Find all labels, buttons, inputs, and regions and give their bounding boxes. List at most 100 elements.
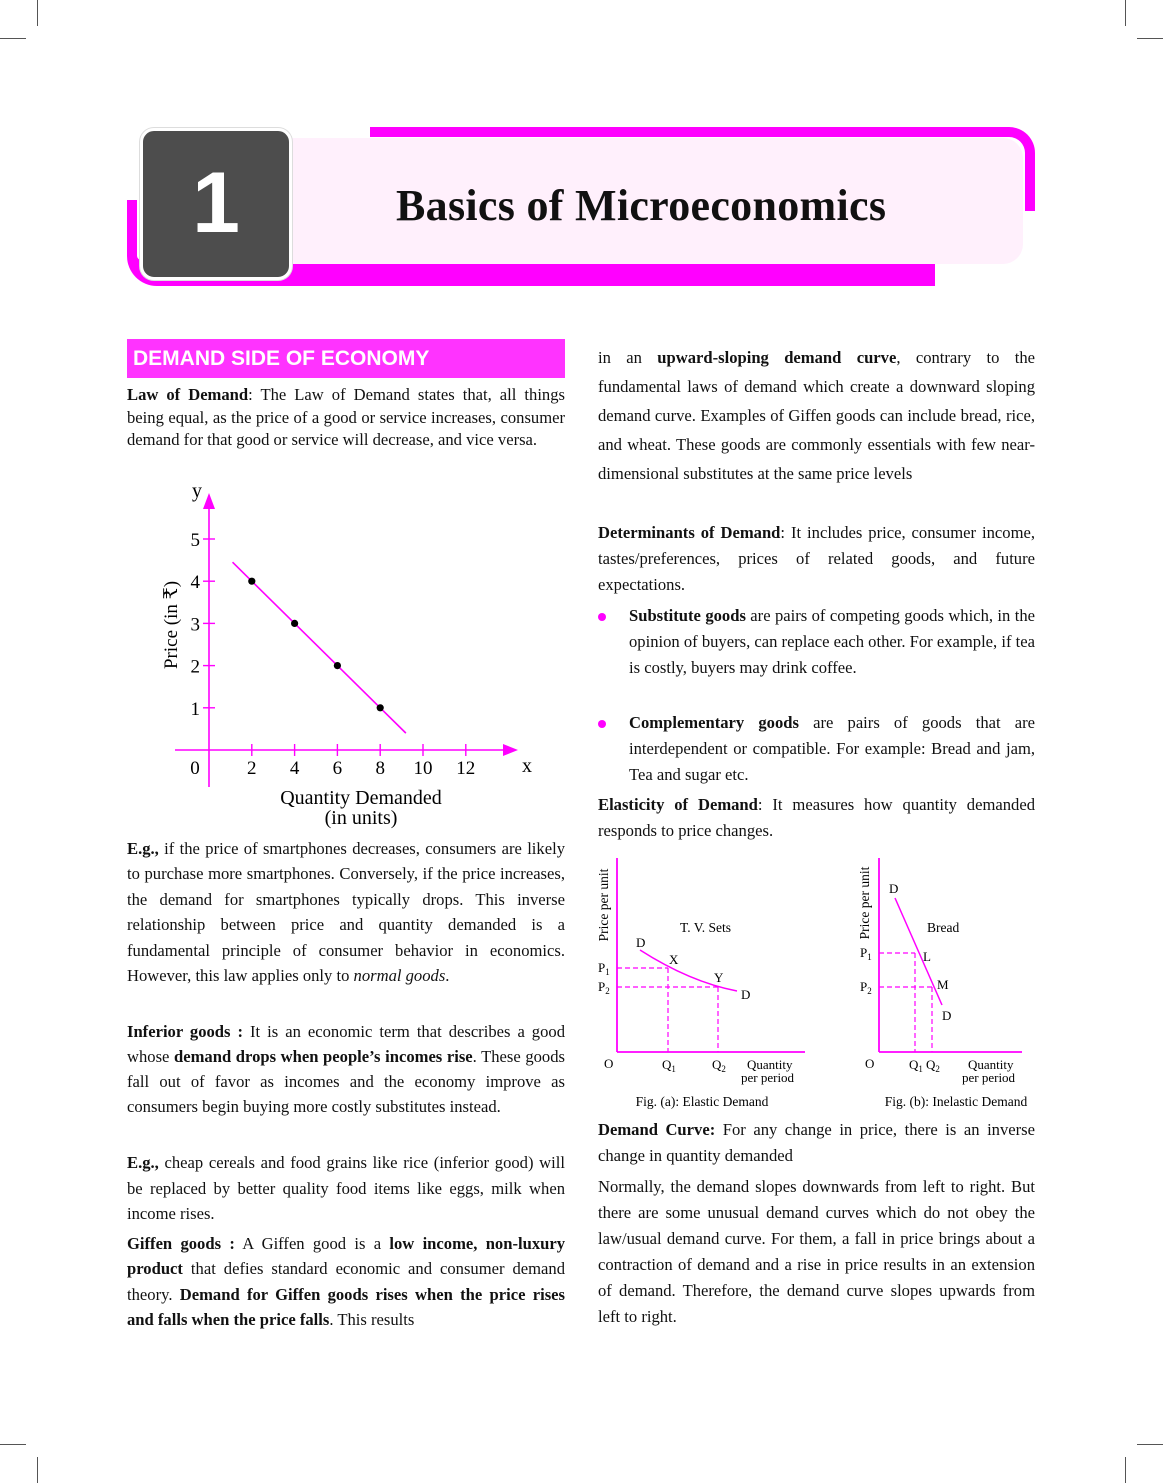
- y-tick-label: 4: [191, 572, 201, 593]
- y-axis-label: Price (in ₹): [161, 581, 182, 669]
- text-run: that defies standard economic and consum…: [127, 1259, 565, 1304]
- chapter-number-box: 1: [140, 128, 292, 280]
- y-axis-label: Price per unit: [857, 866, 872, 939]
- chapter-banner: [285, 138, 1023, 264]
- figure-label: M: [937, 977, 949, 992]
- figure-label: Quantity: [968, 1057, 1014, 1072]
- crop-mark: [37, 0, 38, 26]
- quantity-subscript: 2: [935, 1064, 940, 1074]
- x-axis-arrow: [503, 744, 518, 756]
- chapter-number: 1: [192, 155, 240, 251]
- bold-text: Demand Curve:: [598, 1120, 716, 1139]
- data-point: [248, 577, 256, 585]
- quantity-letter: Q: [662, 1057, 672, 1072]
- y-axis-arrow: [203, 493, 215, 509]
- crop-mark: [1125, 1457, 1126, 1483]
- example-smartphones-paragraph: E.g., if the price of smartphones decrea…: [127, 836, 565, 988]
- figure-label: D: [889, 881, 898, 896]
- bold-text: upward-sloping demand curve: [657, 348, 897, 367]
- figure-label: Bread: [927, 920, 959, 935]
- price-letter: P: [860, 979, 867, 994]
- figure-label: per period: [962, 1070, 1016, 1085]
- demand-line: [231, 561, 407, 734]
- bold-text: demand drops when people’s incomes rise: [174, 1047, 473, 1066]
- demand-curve-paragraph: Demand Curve: For any change in price, t…: [598, 1117, 1035, 1169]
- text-run: : The Law of Demand states that, all thi…: [127, 385, 565, 449]
- figure-label: T. V. Sets: [680, 920, 731, 935]
- price-letter: P: [598, 979, 605, 994]
- quantity-subscript: 1: [918, 1064, 923, 1074]
- text-run: A Giffen good is a: [234, 1234, 390, 1253]
- figure-label: per period: [741, 1070, 795, 1085]
- price-subscript: 2: [605, 986, 610, 996]
- y-tick-label: 3: [191, 614, 201, 635]
- complementary-goods-item: Complementary goods are pairs of goods t…: [629, 710, 1035, 788]
- figure-label: Y: [714, 970, 724, 985]
- bold-text: Complementary goods: [629, 713, 799, 732]
- giffen-continued-paragraph: in an upward-sloping demand curve, contr…: [598, 343, 1035, 488]
- price-label: P2: [598, 979, 610, 996]
- x-tick-label: 4: [290, 758, 300, 779]
- elasticity-paragraph: Elasticity of Demand: It measures how qu…: [598, 792, 1035, 844]
- data-point: [291, 619, 299, 628]
- y-axis-label: Price per unit: [596, 868, 611, 941]
- text-run: Normally, the demand slopes downwards fr…: [598, 1177, 1035, 1326]
- bold-text: Demand for Giffen goods rises when the p…: [127, 1284, 565, 1329]
- text-run: For any change in price, there is an inv…: [598, 1120, 1035, 1165]
- text-run: : It includes price, consumer income, ta…: [598, 523, 1035, 594]
- chapter-title: Basics of Microeconomics: [396, 181, 887, 230]
- figure-label: O: [604, 1056, 613, 1071]
- quantity-subscript: 2: [721, 1064, 726, 1074]
- price-subscript: 1: [867, 952, 872, 962]
- text-run: .: [445, 966, 450, 986]
- text-run: . These goods fall out of favor as incom…: [127, 1047, 565, 1116]
- price-subscript: 1: [605, 967, 610, 977]
- text-run: are pairs of goods that are interdepende…: [629, 713, 1036, 784]
- quantity-subscript: 1: [671, 1064, 676, 1074]
- banner-frame-bottom: [127, 200, 935, 286]
- demand-curve: [639, 949, 738, 992]
- figure-label: D: [636, 935, 645, 950]
- y-tick-label: 1: [191, 699, 201, 720]
- origin-label: 0: [190, 758, 200, 779]
- quantity-label: Q2: [926, 1057, 940, 1074]
- bold-text: Determinants of Demand: [598, 523, 781, 542]
- price-letter: P: [598, 960, 605, 975]
- x-axis-label: Quantity Demanded: [280, 787, 442, 809]
- data-point: [333, 662, 341, 670]
- x-axis-label: (in units): [325, 807, 398, 829]
- demand-curve: [894, 897, 943, 1006]
- bold-text: Elasticity of Demand: [598, 795, 758, 814]
- x-tick-label: 2: [247, 758, 257, 779]
- text-run: cheap cereals and food grains like rice …: [127, 1153, 565, 1223]
- data-point: [376, 704, 384, 712]
- price-label: P1: [598, 960, 610, 977]
- y-tick-label: 2: [191, 657, 201, 678]
- quantity-label: Q1: [662, 1057, 676, 1074]
- bullet-icon: [598, 720, 606, 728]
- quantity-letter: Q: [712, 1057, 722, 1072]
- unusual-demand-paragraph: Normally, the demand slopes downwards fr…: [598, 1174, 1035, 1330]
- text-run: It is an economic term that describes a …: [127, 1022, 565, 1066]
- crop-mark: [1137, 1444, 1163, 1445]
- text-run: : It measures how quantity demanded resp…: [598, 795, 1035, 840]
- bold-text: E.g.,: [127, 839, 159, 858]
- y-axis-letter: y: [192, 480, 202, 502]
- quantity-label: Q1: [909, 1057, 923, 1074]
- crop-mark: [0, 38, 26, 39]
- section-heading: DEMAND SIDE OF ECONOMY: [127, 339, 565, 378]
- bold-text: Substitute goods: [629, 606, 746, 625]
- substitute-goods-item: Substitute goods are pairs of competing …: [629, 603, 1035, 681]
- x-tick-label: 8: [375, 758, 385, 779]
- price-letter: P: [860, 945, 867, 960]
- text-run: , contrary to the fundamental laws of de…: [598, 348, 1035, 483]
- price-label: P1: [860, 945, 872, 962]
- y-tick-label: 5: [191, 530, 201, 551]
- bullet-icon: [598, 613, 606, 621]
- crop-mark: [1125, 0, 1126, 26]
- crop-mark: [0, 1444, 26, 1445]
- text-run: if the price of smartphones decreases, c…: [127, 839, 565, 986]
- quantity-label: Q2: [712, 1057, 726, 1074]
- bold-text: Law of Demand: [127, 385, 249, 404]
- bold-text: low income, non-luxury product: [127, 1234, 566, 1279]
